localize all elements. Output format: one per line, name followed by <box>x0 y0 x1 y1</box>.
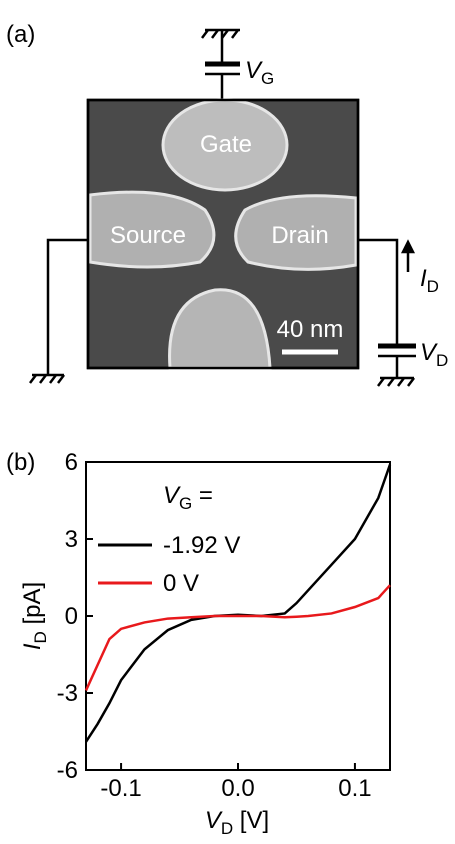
y-tick-label: 6 <box>65 449 78 476</box>
scale-bar-label: 40 nm <box>277 316 344 343</box>
electrode-label: Source <box>110 222 186 249</box>
panel-label: (a) <box>6 21 35 48</box>
panel-b: (b) VD [V] ID [pA] VG = <box>6 449 269 838</box>
legend-title: VG = <box>163 482 213 513</box>
data-line <box>84 584 391 691</box>
y-tick-label: 0 <box>65 603 78 630</box>
x-tick-label: -0.1 <box>100 775 141 802</box>
y-tick-label: -6 <box>57 757 78 784</box>
electrode-label: Drain <box>271 222 328 249</box>
y-axis-label: ID [pA] <box>19 582 50 650</box>
legend-label: -1.92 V <box>163 532 240 559</box>
x-tick-label: 0.0 <box>221 775 254 802</box>
drain-voltage-label: VD <box>420 339 448 370</box>
electrode-label: Gate <box>200 131 252 158</box>
x-axis-label: VD [V] <box>205 807 269 838</box>
y-tick-label: 3 <box>65 526 78 553</box>
y-tick-label: -3 <box>57 680 78 707</box>
x-tick-label: 0.1 <box>338 775 371 802</box>
drain-current-label: ID <box>420 265 439 296</box>
legend-label: 0 V <box>163 570 199 597</box>
gate-voltage-label: VG <box>245 57 274 88</box>
data-line <box>84 464 392 743</box>
panel-a <box>29 28 416 387</box>
panel-label: (b) <box>6 449 35 476</box>
